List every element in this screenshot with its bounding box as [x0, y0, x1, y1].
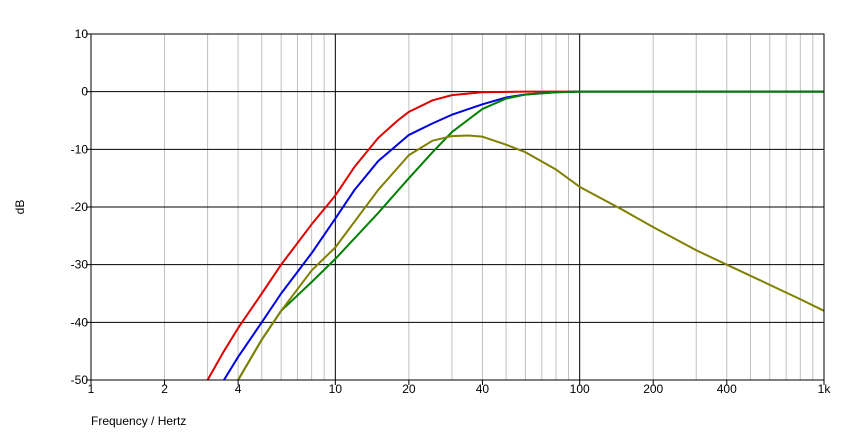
grid — [86, 33, 825, 385]
y-axis-label: dB — [13, 200, 27, 215]
y-tick-labels: 10 0 -10 -20 -30 -40 -50 — [71, 27, 89, 387]
x-tick-label: 200 — [643, 382, 663, 396]
y-tick-label: -40 — [71, 315, 89, 329]
x-tick-label: 10 — [329, 382, 343, 396]
x-tick-label: 40 — [476, 382, 490, 396]
series-line-3 — [237, 90, 824, 381]
x-tick-label: 20 — [402, 382, 416, 396]
series-line-4 — [237, 134, 825, 381]
y-tick-label: 0 — [81, 85, 88, 99]
x-tick-labels: 1 2 4 10 20 40 100 200 400 1k — [88, 382, 832, 396]
x-tick-label: 1k — [818, 382, 832, 396]
series-line-1 — [206, 90, 824, 381]
y-tick-label: -30 — [71, 258, 89, 272]
x-tick-label: 400 — [717, 382, 737, 396]
y-tick-label: 10 — [75, 27, 89, 41]
x-axis-label: Frequency / Hertz — [91, 414, 186, 428]
y-tick-label: -20 — [71, 200, 89, 214]
plot-frame — [90, 33, 825, 381]
x-tick-label: 2 — [161, 382, 168, 396]
x-tick-label: 4 — [235, 382, 242, 396]
x-tick-label: 1 — [88, 382, 95, 396]
series-line-2 — [223, 90, 824, 381]
y-tick-label: -50 — [71, 373, 89, 387]
y-tick-label: -10 — [71, 142, 89, 156]
x-tick-label: 100 — [570, 382, 590, 396]
series-lines — [206, 90, 825, 381]
